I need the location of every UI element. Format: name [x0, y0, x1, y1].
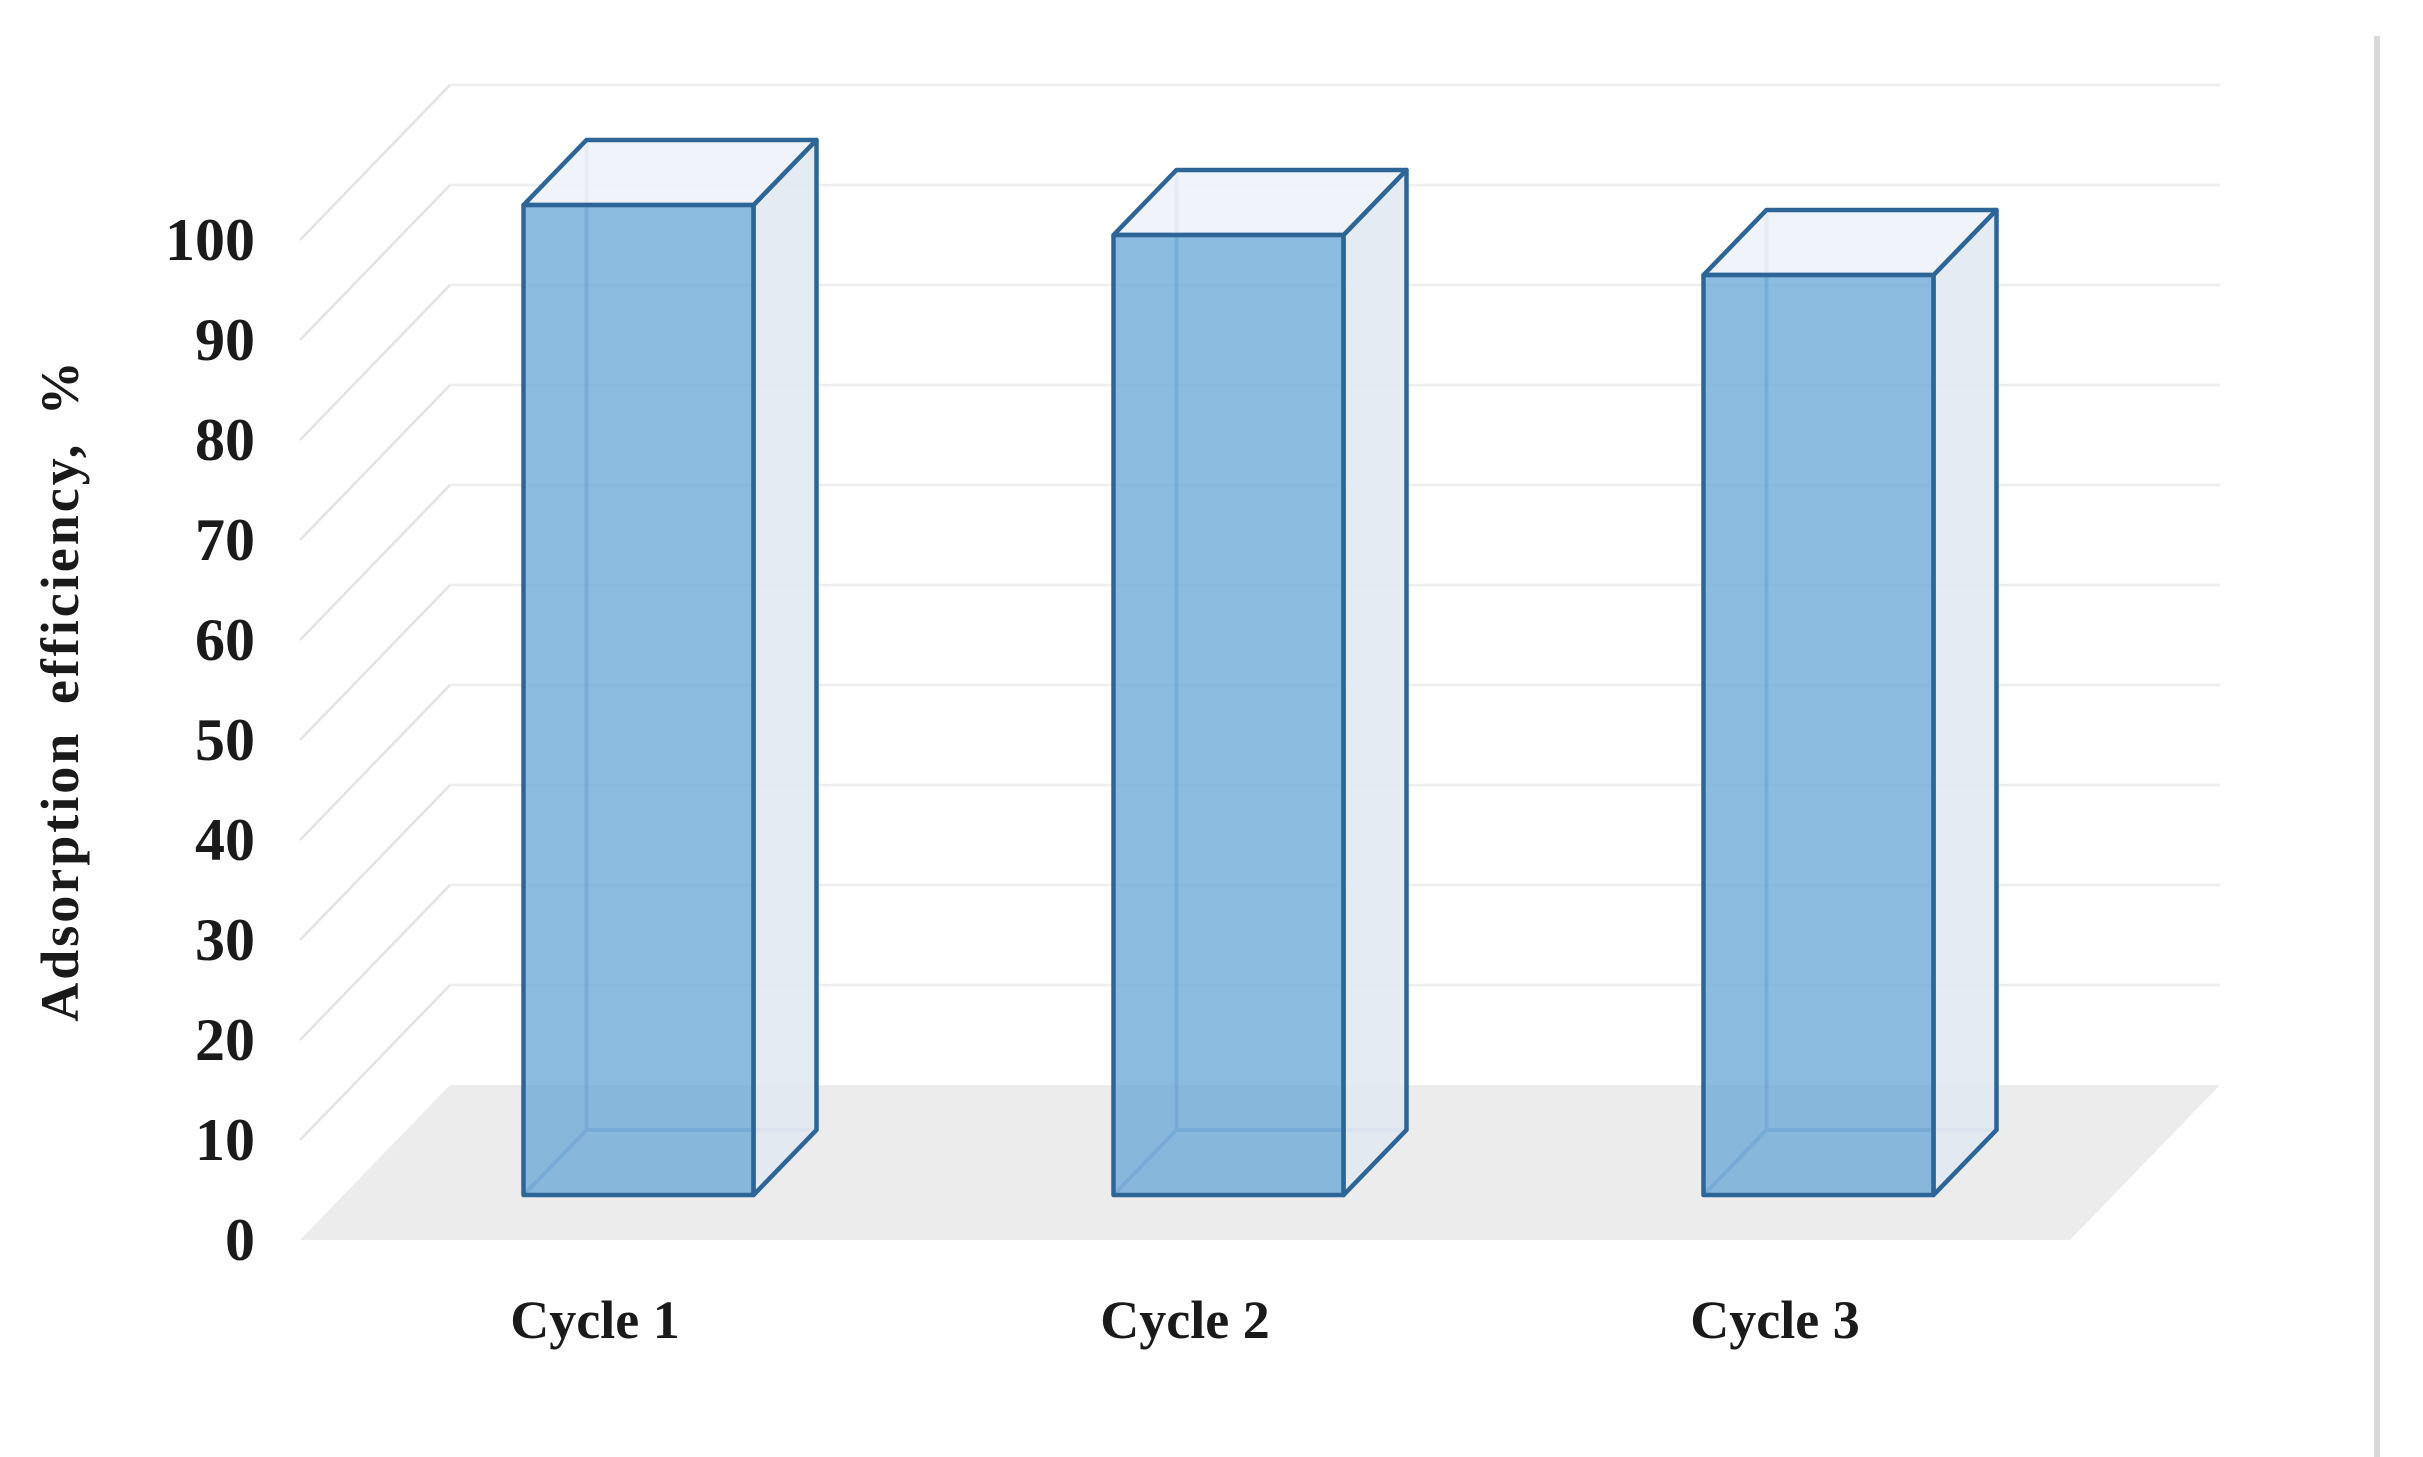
left-wall-gridline [299, 84, 451, 241]
x-category-label: Cycle 3 [1690, 1290, 1859, 1350]
y-tick-label: 20 [195, 1007, 255, 1073]
x-category-label: Cycle 1 [510, 1290, 679, 1350]
left-wall-gridline [299, 484, 451, 641]
y-tick-label: 80 [195, 407, 255, 473]
bar-front-face [1111, 232, 1346, 1198]
plot-area: 0 10 20 30 40 50 60 70 80 90 100 Cycle 1 Cycle 2 Cycl… [165, 83, 2220, 1350]
y-axis-title: Adsorption efficiency, % [30, 358, 90, 1021]
y-tick-label: 40 [195, 807, 255, 873]
left-wall-gridline [299, 584, 451, 741]
y-tick-label: 90 [195, 307, 255, 373]
bar-side-face [1931, 207, 1999, 1198]
left-wall-gridline [299, 184, 451, 341]
bar-cycle-1 [521, 137, 819, 1198]
bar-front-face [521, 202, 756, 1198]
left-wall-gridline [299, 984, 451, 1141]
left-wall-gridline [299, 684, 451, 841]
y-tick-label: 30 [195, 907, 255, 973]
left-wall-gridline [299, 384, 451, 541]
bar-cycle-3 [1701, 207, 1999, 1198]
bar-cycle-2 [1111, 167, 1409, 1198]
page-right-border-line [2374, 36, 2380, 1457]
left-wall-gridline [299, 884, 451, 1041]
bar-side-face [1341, 167, 1409, 1198]
bar-front-face [1701, 272, 1936, 1198]
y-tick-label: 70 [195, 507, 255, 573]
y-tick-label: 0 [225, 1207, 255, 1273]
y-tick-label: 10 [195, 1107, 255, 1173]
y-tick-label: 50 [195, 707, 255, 773]
x-category-label: Cycle 2 [1100, 1290, 1269, 1350]
y-tick-label: 100 [165, 207, 255, 273]
left-wall-gridline [299, 784, 451, 941]
y-tick-label: 60 [195, 607, 255, 673]
bar-side-face [751, 137, 819, 1198]
left-wall-gridline [299, 284, 451, 441]
